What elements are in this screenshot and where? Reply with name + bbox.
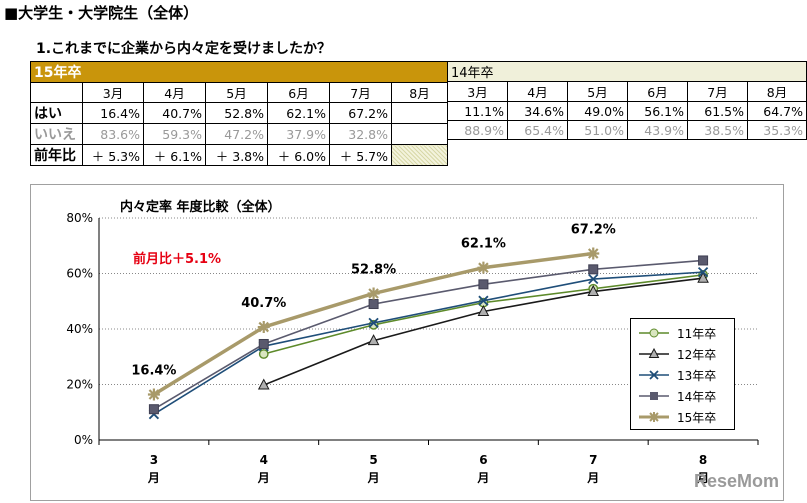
table-cell: ＋ 5.3% <box>82 144 144 166</box>
data-point <box>478 295 489 306</box>
data-point <box>258 349 269 359</box>
section-title: ■大学生・大学院生（全体） <box>4 4 199 22</box>
legend-label: 14年卒 <box>677 390 717 404</box>
x-tick-label: 8 <box>699 453 707 467</box>
legend-swatch <box>639 392 669 400</box>
table-cell: 43.9% <box>627 120 688 140</box>
table-cell: ＋ 3.8% <box>205 144 268 166</box>
y-tick-label: 0% <box>74 433 93 447</box>
x-tick-label-suffix: 月 <box>476 471 489 485</box>
table-2015: 15年卒 3月 4月 5月 6月 7月 8月 はい 16.4% 40.7% 52… <box>30 61 448 166</box>
chart-title: 内々定率 年度比較（全体） <box>120 200 281 215</box>
table-cell: ＋ 6.0% <box>267 144 330 166</box>
month-header: 8月 <box>747 81 807 102</box>
x-tick-label-suffix: 月 <box>147 471 160 485</box>
legend-swatch <box>639 370 669 380</box>
legend-item: 15年卒 <box>637 407 732 427</box>
x-tick-label: 5 <box>369 453 377 467</box>
data-point <box>588 264 599 275</box>
data-point <box>698 255 709 266</box>
table-2014: 14年卒 3月 4月 5月 6月 7月 8月 11.1% 34.6% 49.0%… <box>447 61 807 140</box>
x-tick-label-suffix: 月 <box>586 471 599 485</box>
legend-swatch <box>639 328 669 338</box>
chart-legend: 11年卒 12年卒 13年卒 14年卒 15年卒 <box>630 318 735 430</box>
chart-frame <box>30 184 784 501</box>
table-cell: 65.4% <box>507 120 568 140</box>
row-label-yes: はい <box>30 102 83 124</box>
table-cell: 64.7% <box>747 101 807 121</box>
data-point <box>697 266 709 278</box>
data-point <box>477 261 490 274</box>
data-point <box>257 321 270 334</box>
data-point <box>478 279 489 290</box>
data-label: 16.4% <box>131 363 176 378</box>
legend-label: 11年卒 <box>677 327 717 341</box>
series-line <box>153 271 704 415</box>
table-cell: 37.9% <box>267 123 330 145</box>
y-tick-label: 20% <box>66 378 93 392</box>
data-point <box>258 338 269 349</box>
table-2015-header: 15年卒 <box>30 61 448 83</box>
x-tick-label: 4 <box>260 453 268 467</box>
data-point <box>368 317 379 329</box>
x-tick-label-suffix: 月 <box>696 471 709 485</box>
legend-swatch <box>639 347 669 358</box>
data-point <box>148 404 159 415</box>
table-cell: ＋ 6.1% <box>143 144 206 166</box>
x-tick-label: 6 <box>479 453 487 467</box>
data-point <box>368 299 379 310</box>
data-label: 52.8% <box>351 262 396 277</box>
watermark-logo: ReseMom <box>694 471 780 491</box>
legend-item: 11年卒 <box>637 323 732 343</box>
table-cell: 88.9% <box>447 120 508 140</box>
table-cell: 51.0% <box>567 120 628 140</box>
table-cell: 35.3% <box>747 120 807 140</box>
table-cell: 61.5% <box>687 101 748 121</box>
data-point <box>367 334 380 346</box>
legend-item: 14年卒 <box>637 386 732 406</box>
chart-annotation: 前月比＋5.1% <box>133 251 221 267</box>
data-point <box>587 247 600 260</box>
legend-item: 12年卒 <box>637 344 732 364</box>
data-point <box>588 273 599 285</box>
data-label: 62.1% <box>461 237 506 252</box>
y-tick-label: 60% <box>66 267 93 281</box>
data-point <box>587 284 600 297</box>
legend-label: 12年卒 <box>677 348 717 362</box>
y-tick-label: 40% <box>66 322 93 336</box>
data-point <box>697 271 709 283</box>
table-cell-empty <box>391 144 448 166</box>
x-tick-label-suffix: 月 <box>367 471 380 485</box>
x-tick-label: 7 <box>589 453 597 467</box>
data-label: 67.2% <box>571 223 616 238</box>
data-point <box>367 287 380 300</box>
data-point <box>257 378 270 390</box>
series-line <box>153 259 704 410</box>
table-cell: 32.8% <box>329 123 392 145</box>
data-point <box>477 304 490 317</box>
data-point <box>147 388 160 401</box>
y-tick-label: 80% <box>66 211 93 225</box>
x-tick-label: 3 <box>150 453 158 467</box>
legend-label: 15年卒 <box>677 411 717 425</box>
question-text: 1.これまでに企業から内々定を受けましたか？ <box>36 41 332 57</box>
legend-item: 13年卒 <box>637 365 732 385</box>
table-cell: ＋ 5.7% <box>329 144 392 166</box>
data-label: 40.7% <box>241 296 286 311</box>
x-tick-label-suffix: 月 <box>257 471 270 485</box>
legend-label: 13年卒 <box>677 369 717 383</box>
legend-swatch <box>639 412 669 422</box>
